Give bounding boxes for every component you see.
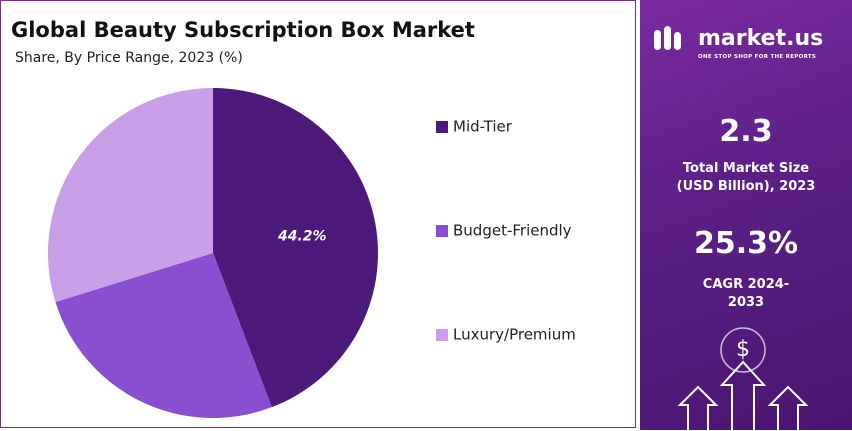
pie-slice — [213, 88, 378, 408]
market-size-label: Total Market Size (USD Billion), 2023 — [676, 161, 816, 194]
pie-slice — [55, 253, 272, 418]
chart-subtitle: Share, By Price Range, 2023 (%) — [15, 50, 243, 66]
cagr-label: CAGR 2024-2033 — [702, 277, 790, 310]
legend-swatch — [436, 121, 448, 133]
value-label: 44.2% — [277, 229, 327, 245]
logo-icon — [654, 26, 681, 50]
pie-slice — [47, 88, 213, 303]
chart-title: Global Beauty Subscription Box Market — [11, 18, 475, 42]
chart: Global Beauty Subscription Box Market Sh… — [11, 18, 576, 418]
tagline: ONE STOP SHOP FOR THE REPORTS — [698, 54, 817, 60]
coin — [720, 327, 766, 373]
sidebar: $ market.us ONE STOP SHOP FOR THE REPORT… — [640, 0, 852, 430]
legend-swatch — [436, 329, 448, 341]
arrows — [677, 360, 809, 430]
market-size: 2.3 — [719, 114, 773, 149]
legend-label: Luxury/Premium — [453, 326, 576, 344]
legend-swatch — [436, 225, 448, 237]
cagr: 25.3% — [693, 226, 799, 261]
legend-label: Budget-Friendly — [453, 222, 572, 240]
chart-panel: Global Beauty Subscription Box Market Sh… — [0, 0, 636, 428]
brand: market.us — [698, 26, 824, 51]
dollar-icon: $ — [736, 337, 750, 362]
sidebar-art: $ — [654, 26, 809, 430]
legend-label: Mid-Tier — [453, 118, 513, 136]
